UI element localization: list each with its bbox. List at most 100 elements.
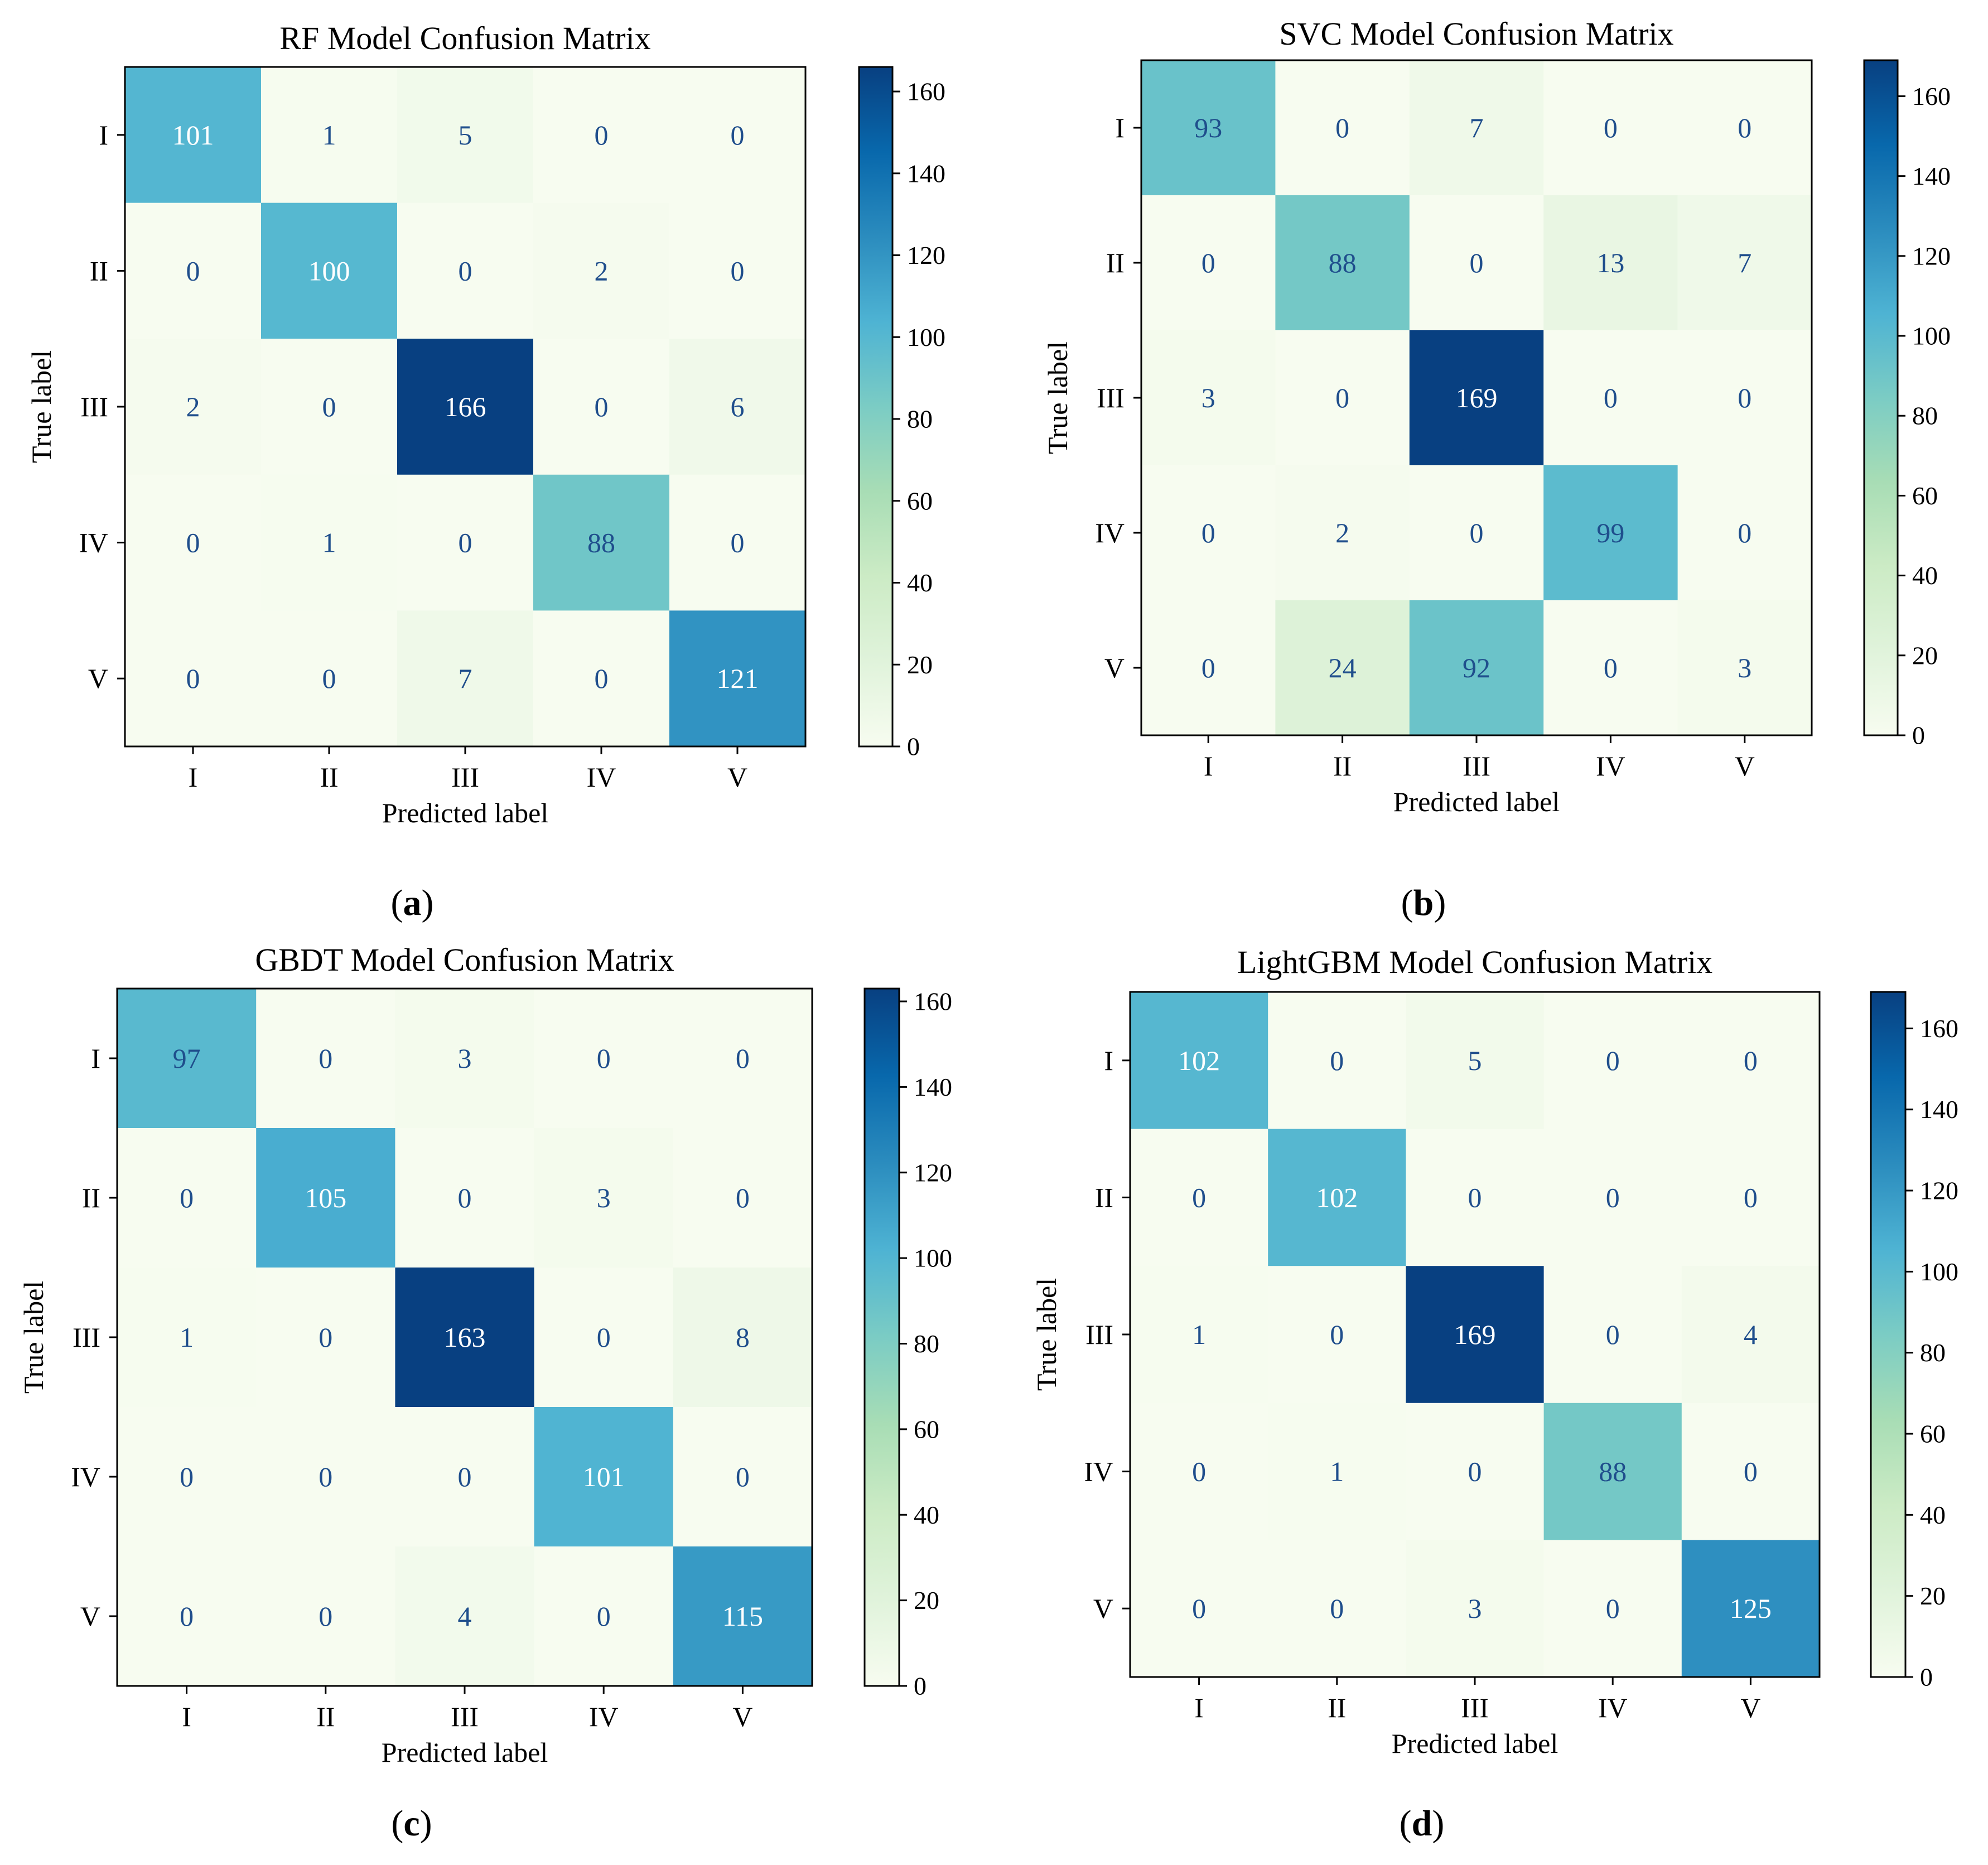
matrix-cell xyxy=(1409,465,1544,601)
matrix-cell xyxy=(1543,1266,1682,1404)
cell-value-label: 0 xyxy=(731,255,745,286)
x-tick-label: I xyxy=(189,762,198,793)
y-axis-label: True label xyxy=(1042,341,1073,454)
colorbar-tick-label: 40 xyxy=(1920,1501,1946,1529)
matrix-cell xyxy=(533,474,670,611)
colorbar-tick-label: 60 xyxy=(1920,1420,1946,1448)
matrix-cell xyxy=(1268,1540,1406,1678)
matrix-cell xyxy=(1543,992,1682,1130)
matrix-cell xyxy=(1681,1266,1820,1404)
cell-value-label: 0 xyxy=(458,1461,472,1492)
colorbar-tick-label: 40 xyxy=(907,568,933,597)
matrix-cell xyxy=(256,1407,395,1547)
cell-value-label: 0 xyxy=(1330,1319,1344,1350)
x-tick-label: IV xyxy=(587,762,616,793)
matrix-cell xyxy=(117,1128,257,1268)
y-tick-label: III xyxy=(73,1322,100,1353)
matrix-cell xyxy=(261,203,398,339)
matrix-cell xyxy=(1406,1266,1545,1404)
colorbar-tick-label: 20 xyxy=(914,1586,939,1615)
matrix-cell xyxy=(669,203,806,339)
cell-value-label: 1 xyxy=(322,119,336,151)
x-tick-label: II xyxy=(320,762,338,793)
matrix-cell xyxy=(1543,1129,1682,1266)
matrix-cell xyxy=(1275,330,1410,466)
matrix-cell xyxy=(117,1546,257,1686)
cell-value-label: 0 xyxy=(1606,1319,1620,1350)
cell-value-label: 0 xyxy=(1202,247,1215,278)
cell-value-label: 0 xyxy=(1330,1045,1344,1076)
colorbar-tick-label: 120 xyxy=(1912,242,1951,270)
y-axis-label: True label xyxy=(26,350,57,463)
colorbar-tick-label: 20 xyxy=(1920,1582,1946,1610)
cell-value-label: 121 xyxy=(717,663,759,694)
colorbar-tick-label: 160 xyxy=(914,987,952,1016)
matrix-cell xyxy=(533,203,670,339)
cell-value-label: 0 xyxy=(459,527,472,558)
matrix-cell xyxy=(1543,1403,1682,1540)
matrix-cell xyxy=(1409,195,1544,331)
matrix-cell xyxy=(256,1128,395,1268)
cell-value-label: 0 xyxy=(319,1322,332,1353)
matrix-cell xyxy=(1275,60,1410,196)
matrix-cell xyxy=(1130,1129,1268,1266)
matrix-cell xyxy=(1141,195,1276,331)
cell-value-label: 0 xyxy=(1606,1045,1620,1076)
matrix-cell xyxy=(673,1407,813,1547)
cell-value-label: 0 xyxy=(1744,1456,1758,1487)
matrix-cell xyxy=(125,474,262,611)
matrix-cell xyxy=(533,610,670,747)
matrix-cell xyxy=(256,1268,395,1408)
panel-label: (c) xyxy=(391,1803,432,1844)
matrix-cell xyxy=(1543,600,1678,736)
y-tick-label: IV xyxy=(1084,1456,1113,1487)
cell-value-label: 0 xyxy=(1468,1182,1482,1213)
colorbar-tick-label: 20 xyxy=(907,650,933,679)
colorbar-tick-label: 0 xyxy=(907,732,920,761)
matrix-cell xyxy=(1543,465,1678,601)
cell-value-label: 92 xyxy=(1463,652,1490,683)
matrix-cell xyxy=(117,989,257,1129)
y-tick-label: V xyxy=(88,663,108,694)
matrix-cell xyxy=(1681,1540,1820,1678)
chart-title: SVC Model Confusion Matrix xyxy=(1279,16,1673,52)
matrix-cell xyxy=(1406,1540,1545,1678)
matrix-cell xyxy=(1275,600,1410,736)
cell-value-label: 0 xyxy=(1335,112,1349,143)
cell-value-label: 7 xyxy=(459,663,472,694)
x-axis-label: Predicted label xyxy=(1392,1728,1558,1759)
cell-value-label: 0 xyxy=(597,1043,611,1074)
y-tick-label: I xyxy=(1115,112,1125,143)
colorbar-tick-label: 120 xyxy=(907,241,945,269)
colorbar-tick-label: 120 xyxy=(914,1158,952,1187)
cell-value-label: 0 xyxy=(186,663,200,694)
chart-title: GBDT Model Confusion Matrix xyxy=(255,942,674,978)
matrix-cell xyxy=(1677,330,1812,466)
cell-value-label: 0 xyxy=(736,1043,750,1074)
matrix-cell xyxy=(1543,330,1678,466)
matrix-cell xyxy=(669,339,806,475)
matrix-cell xyxy=(669,474,806,611)
cell-value-label: 1 xyxy=(180,1322,194,1353)
cell-value-label: 13 xyxy=(1596,247,1624,278)
matrix-cell xyxy=(1409,600,1544,736)
matrix-cell xyxy=(397,339,534,475)
x-tick-label: IV xyxy=(589,1701,619,1732)
matrix-cell xyxy=(534,1546,674,1686)
matrix-cell xyxy=(1677,195,1812,331)
cell-value-label: 0 xyxy=(1192,1593,1206,1624)
colorbar-tick-label: 80 xyxy=(1912,402,1938,430)
colorbar-tick-label: 40 xyxy=(914,1501,939,1529)
cell-value-label: 2 xyxy=(186,391,200,422)
matrix-cell xyxy=(117,1268,257,1408)
cell-value-label: 0 xyxy=(1606,1182,1620,1213)
matrix-cell xyxy=(261,67,398,204)
x-axis-label: Predicted label xyxy=(382,797,549,828)
y-tick-label: IV xyxy=(79,527,108,558)
x-tick-label: II xyxy=(316,1701,335,1732)
matrix-cell xyxy=(669,610,806,747)
cell-value-label: 0 xyxy=(595,663,609,694)
y-tick-label: II xyxy=(90,255,108,286)
